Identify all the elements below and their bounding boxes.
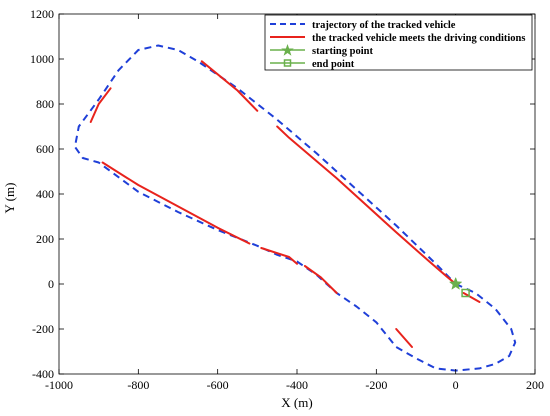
y-tick-label: 1000 — [30, 52, 54, 66]
x-tick-label: 0 — [453, 378, 459, 392]
legend-label-driving-conditions: the tracked vehicle meets the driving co… — [312, 33, 525, 44]
y-tick-label: 400 — [36, 187, 54, 201]
series-trajectory-line — [73, 44, 517, 372]
y-tick-label: 1200 — [30, 7, 54, 21]
x-tick-label: 200 — [526, 378, 544, 392]
y-tick-label: 800 — [36, 97, 54, 111]
legend-box — [264, 14, 533, 71]
series-driving-conditions-segment — [276, 125, 457, 285]
x-tick-label: -400 — [286, 378, 308, 392]
legend-label-end: end point — [312, 59, 355, 70]
end-point-marker — [461, 288, 470, 298]
series-driving-conditions-segment — [200, 60, 259, 112]
series-driving-conditions-segment — [260, 247, 298, 265]
legend: trajectory of the tracked vehicle the tr… — [264, 14, 533, 71]
y-tick-label: -200 — [32, 322, 54, 336]
y-tick-label: 600 — [36, 142, 54, 156]
legend-start-star-icon — [281, 44, 294, 56]
x-axis-label: X (m) — [281, 395, 312, 410]
legend-end-square-icon — [283, 59, 292, 67]
y-tick-label: 200 — [36, 232, 54, 246]
x-tick-label: -600 — [207, 378, 229, 392]
legend-label-start: starting point — [312, 46, 373, 57]
series-driving-conditions-segment — [462, 292, 481, 303]
y-tick-label: 0 — [48, 277, 54, 291]
start-point-marker — [448, 276, 463, 290]
x-tick-label: -1000 — [45, 378, 73, 392]
series-driving-conditions-segment — [395, 328, 413, 348]
series-driving-conditions-segment — [89, 87, 112, 123]
y-axis-label: Y (m) — [2, 183, 17, 214]
series-driving-conditions-segment — [303, 265, 338, 294]
x-tick-label: -800 — [127, 378, 149, 392]
legend-label-trajectory: trajectory of the tracked vehicle — [312, 20, 456, 31]
series-driving-conditions-segment — [101, 161, 251, 245]
y-tick-label: -400 — [32, 367, 54, 381]
x-tick-label: -200 — [365, 378, 387, 392]
